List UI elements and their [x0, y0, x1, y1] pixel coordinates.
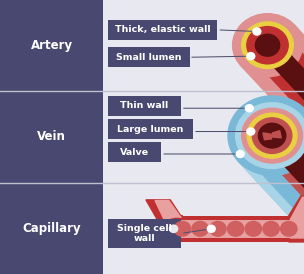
Text: Thick, elastic wall: Thick, elastic wall	[115, 25, 210, 34]
Circle shape	[207, 225, 215, 232]
Polygon shape	[289, 196, 304, 242]
Text: Thin wall: Thin wall	[120, 101, 168, 110]
FancyBboxPatch shape	[108, 142, 161, 162]
Polygon shape	[146, 200, 182, 221]
Polygon shape	[241, 25, 304, 181]
FancyBboxPatch shape	[108, 219, 181, 248]
Circle shape	[247, 113, 297, 158]
Polygon shape	[238, 157, 304, 274]
FancyBboxPatch shape	[173, 216, 304, 242]
Circle shape	[170, 225, 178, 232]
FancyBboxPatch shape	[0, 91, 103, 183]
Circle shape	[263, 221, 279, 236]
Circle shape	[247, 53, 255, 60]
Circle shape	[255, 34, 280, 56]
Polygon shape	[259, 39, 304, 167]
Text: Vein: Vein	[37, 130, 66, 144]
Polygon shape	[257, 124, 304, 273]
Circle shape	[192, 221, 208, 236]
Circle shape	[227, 221, 244, 236]
Text: Large lumen: Large lumen	[117, 125, 184, 133]
Polygon shape	[300, 110, 304, 240]
Polygon shape	[290, 197, 304, 238]
Circle shape	[174, 221, 191, 236]
Polygon shape	[238, 110, 304, 274]
Circle shape	[252, 118, 292, 153]
Polygon shape	[252, 33, 304, 173]
Circle shape	[258, 123, 286, 148]
Circle shape	[242, 22, 293, 68]
Circle shape	[281, 221, 297, 236]
Circle shape	[247, 128, 255, 135]
Text: Single cell
wall: Single cell wall	[117, 224, 172, 243]
FancyBboxPatch shape	[108, 96, 181, 116]
Text: Artery: Artery	[31, 39, 73, 52]
FancyBboxPatch shape	[108, 47, 190, 67]
Circle shape	[159, 216, 188, 242]
Text: Valve: Valve	[120, 148, 149, 157]
Circle shape	[242, 108, 302, 163]
Circle shape	[236, 103, 304, 169]
FancyBboxPatch shape	[108, 20, 217, 40]
Circle shape	[233, 14, 302, 77]
FancyBboxPatch shape	[0, 0, 103, 91]
Circle shape	[245, 105, 253, 112]
FancyBboxPatch shape	[173, 219, 304, 238]
Circle shape	[228, 96, 304, 175]
Text: Capillary: Capillary	[22, 222, 81, 235]
FancyBboxPatch shape	[108, 119, 193, 139]
Polygon shape	[155, 201, 181, 219]
Circle shape	[245, 221, 261, 236]
Circle shape	[210, 221, 226, 236]
Circle shape	[236, 150, 244, 158]
Polygon shape	[263, 129, 304, 269]
Circle shape	[247, 27, 288, 64]
Circle shape	[163, 219, 184, 238]
Circle shape	[253, 28, 261, 35]
Polygon shape	[263, 133, 272, 140]
Polygon shape	[272, 131, 281, 138]
Text: Small lumen: Small lumen	[116, 53, 182, 62]
FancyBboxPatch shape	[0, 183, 103, 274]
